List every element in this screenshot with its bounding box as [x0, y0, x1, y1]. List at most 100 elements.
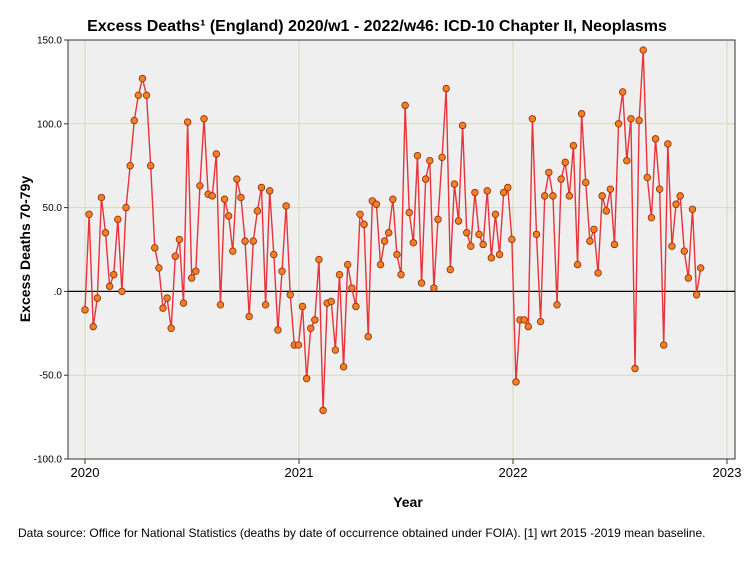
data-point — [155, 264, 163, 272]
data-point — [241, 237, 249, 245]
data-point — [541, 192, 549, 200]
data-point — [532, 230, 541, 239]
data-point — [676, 192, 684, 200]
y-tick-label: 50.0 — [43, 203, 63, 214]
data-point — [520, 316, 528, 324]
data-point — [151, 244, 159, 252]
data-point — [311, 316, 319, 324]
data-point — [339, 363, 348, 371]
data-point — [229, 247, 237, 255]
data-point — [335, 270, 344, 279]
data-point — [224, 212, 233, 220]
data-point — [319, 406, 327, 415]
data-source-caption: Data source: Office for National Statist… — [18, 526, 706, 540]
data-point — [298, 302, 307, 311]
data-point — [81, 306, 89, 314]
data-point — [684, 274, 693, 282]
y-tick-label: -50.0 — [39, 371, 62, 382]
data-point — [171, 252, 179, 260]
data-point — [356, 210, 364, 219]
axes — [67, 39, 736, 460]
data-point — [405, 208, 413, 217]
data-point — [450, 180, 459, 188]
data-point — [606, 185, 615, 193]
data-point — [216, 301, 225, 309]
y-axis-label: Excess Deaths 70-79y — [17, 176, 33, 323]
data-point — [557, 175, 565, 183]
data-point — [586, 237, 594, 245]
data-point — [85, 210, 93, 219]
data-point — [647, 213, 656, 222]
data-point — [352, 302, 360, 311]
y-tick-label: 150.0 — [37, 36, 62, 47]
data-point — [561, 158, 569, 167]
x-tick-label: 2023 — [713, 465, 742, 480]
data-point — [491, 210, 500, 219]
data-point — [294, 341, 303, 349]
data-point — [413, 151, 422, 160]
data-point — [426, 156, 434, 165]
data-point — [126, 161, 134, 170]
y-tick-label: 100.0 — [37, 119, 62, 130]
data-point — [627, 115, 635, 123]
x-axis-ticks: 2020 2021 2022 2023 — [71, 459, 742, 480]
data-point — [577, 110, 586, 118]
data-point — [266, 187, 274, 195]
data-point — [487, 254, 496, 262]
data-point — [664, 140, 672, 148]
data-point — [114, 215, 122, 224]
data-point — [446, 265, 455, 274]
data-point — [389, 195, 397, 203]
data-point — [417, 279, 426, 287]
data-point — [421, 175, 430, 183]
data-point — [360, 220, 368, 229]
data-point — [233, 175, 241, 183]
data-point — [200, 115, 208, 123]
data-point — [696, 264, 705, 272]
data-point — [142, 91, 151, 100]
data-point — [479, 240, 487, 249]
data-point — [343, 260, 352, 269]
data-point — [307, 324, 315, 332]
data-point — [261, 301, 270, 309]
data-point — [282, 202, 290, 210]
data-point — [376, 260, 385, 269]
x-tick-label: 2021 — [285, 465, 314, 480]
data-point — [97, 193, 106, 202]
data-point — [553, 301, 561, 309]
x-tick-label: 2022 — [499, 465, 528, 480]
data-point — [237, 193, 245, 202]
data-point — [631, 364, 639, 373]
data-point — [582, 178, 590, 187]
data-point — [286, 291, 294, 299]
data-point — [192, 267, 200, 275]
data-point — [524, 322, 532, 331]
data-point — [315, 255, 323, 264]
data-point — [302, 374, 311, 383]
data-point — [454, 217, 463, 225]
data-point — [249, 237, 257, 245]
data-point — [508, 235, 516, 244]
data-point — [499, 188, 508, 197]
data-point — [183, 118, 192, 126]
data-point — [110, 270, 118, 279]
data-point — [528, 115, 537, 123]
data-point — [569, 141, 578, 150]
data-point — [680, 247, 688, 255]
data-point — [614, 120, 623, 128]
data-point — [635, 116, 643, 125]
data-point — [245, 312, 253, 321]
data-point — [434, 215, 442, 224]
data-point — [327, 297, 335, 306]
data-point — [175, 235, 184, 244]
data-point — [253, 207, 262, 215]
data-point — [401, 101, 409, 110]
data-point — [138, 74, 147, 83]
data-point — [438, 153, 446, 162]
x-tick-label: 2020 — [71, 465, 100, 480]
data-point — [545, 168, 553, 177]
data-point — [458, 121, 467, 130]
data-point — [660, 341, 668, 349]
chart-title: Excess Deaths¹ (England) 2020/w1 - 2022/… — [87, 18, 667, 35]
